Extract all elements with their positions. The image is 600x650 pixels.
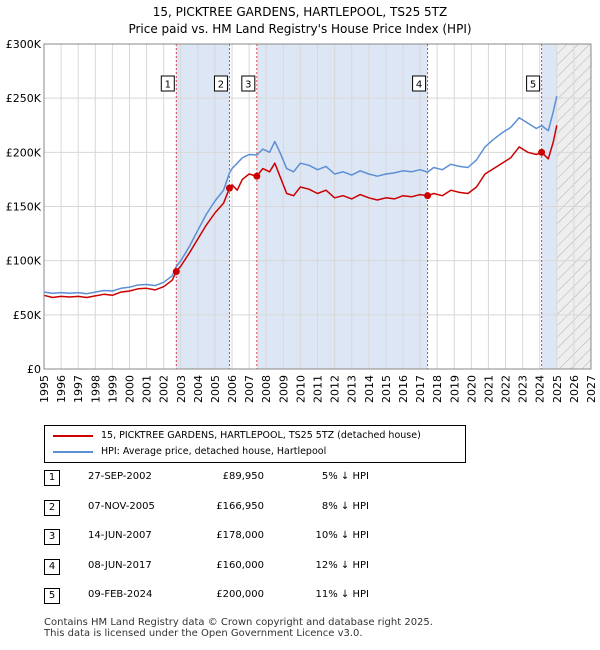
x-tick-label: 2014: [363, 375, 376, 403]
transaction-row: 1 27-SEP-2002 £89,950 5% ↓ HPI: [44, 470, 444, 486]
x-tick-label: 1995: [38, 375, 51, 403]
sale-label: 2: [218, 80, 224, 91]
transaction-hpi-diff: 10% ↓ HPI: [315, 530, 369, 541]
x-tick-label: 2001: [141, 375, 154, 403]
x-tick-label: 1996: [55, 375, 68, 403]
sale-label-box: [526, 75, 541, 92]
chart-title: 15, PICKTREE GARDENS, HARTLEPOOL, TS25 5…: [0, 4, 600, 38]
y-tick-label: £0: [27, 363, 41, 376]
price-paid-line: [43, 125, 558, 299]
sale-label: 3: [245, 80, 251, 91]
legend-hpi-swatch: [53, 451, 93, 453]
y-tick-label: £300K: [6, 38, 42, 51]
x-tick-label: 2010: [294, 375, 307, 403]
transaction-price: £166,950: [216, 500, 264, 512]
sale-label: 4: [416, 80, 422, 91]
x-tick-label: 2007: [243, 375, 256, 403]
transaction-date: 14-JUN-2007: [88, 530, 152, 541]
x-tick-label: 1999: [106, 375, 119, 403]
x-tick-label: 2018: [431, 375, 444, 403]
x-tick-label: 2023: [517, 375, 530, 403]
transaction-date: 09-FEB-2024: [88, 589, 153, 600]
legend-price-swatch: [53, 435, 93, 437]
transaction-number: 1: [44, 470, 60, 486]
x-tick-label: 2004: [192, 375, 205, 403]
x-tick-label: 2027: [585, 375, 598, 403]
x-tick-label: 2012: [329, 375, 342, 403]
title-line-2: Price paid vs. HM Land Registry's House …: [128, 22, 472, 36]
x-tick-label: 2016: [397, 375, 410, 403]
transaction-number: 3: [44, 529, 60, 545]
transaction-number: 2: [44, 499, 60, 516]
plot-border: [43, 43, 592, 370]
x-tick-label: 2024: [534, 375, 547, 403]
transaction-hpi-diff: 12% ↓ HPI: [315, 559, 369, 571]
sale-label-box: [412, 75, 427, 92]
transaction-price: £200,000: [216, 589, 264, 600]
x-tick-label: 1998: [89, 375, 102, 403]
x-tick-label: 2015: [380, 375, 393, 403]
transaction-row: 3 14-JUN-2007 £178,000 10% ↓ HPI: [44, 529, 444, 545]
transaction-price: £178,000: [216, 530, 264, 541]
transaction-date: 07-NOV-2005: [88, 500, 155, 512]
x-tick-label: 2026: [568, 375, 581, 403]
y-tick-label: £250K: [6, 92, 42, 105]
transaction-price: £160,000: [216, 559, 264, 571]
x-tick-label: 1997: [72, 375, 85, 403]
y-tick-label: £200K: [6, 146, 42, 159]
transaction-row: 4 08-JUN-2017 £160,000 12% ↓ HPI: [44, 558, 444, 575]
legend-price-label: 15, PICKTREE GARDENS, HARTLEPOOL, TS25 5…: [101, 430, 421, 441]
x-tick-label: 2020: [465, 375, 478, 403]
transaction-number: 5: [44, 588, 60, 604]
y-tick-label: £150K: [6, 201, 42, 214]
hpi-line: [43, 95, 558, 295]
transaction-date: 08-JUN-2017: [88, 559, 152, 571]
x-tick-label: 2017: [414, 375, 427, 403]
sale-marker: [253, 172, 261, 180]
footer: Contains HM Land Registry data © Crown c…: [44, 617, 433, 639]
x-tick-label: 2008: [260, 375, 273, 403]
y-tick-label: £100K: [6, 255, 42, 268]
sale-marker: [172, 268, 180, 276]
x-tick-label: 2000: [123, 375, 136, 403]
x-tick-label: 2022: [500, 375, 513, 403]
transaction-number: 4: [44, 558, 60, 575]
sale-label: 1: [165, 80, 171, 91]
footer-copyright: Contains HM Land Registry data © Crown c…: [44, 617, 433, 628]
y-tick-label: £50K: [13, 309, 42, 322]
legend: 15, PICKTREE GARDENS, HARTLEPOOL, TS25 5…: [44, 425, 466, 463]
transaction-date: 27-SEP-2002: [88, 471, 152, 482]
x-tick-label: 2009: [277, 375, 290, 403]
x-tick-label: 2013: [346, 375, 359, 403]
x-tick-label: 2003: [175, 375, 188, 403]
x-tick-label: 2011: [312, 375, 325, 403]
transaction-price: £89,950: [222, 471, 264, 482]
sale-marker: [538, 148, 546, 156]
legend-hpi-label: HPI: Average price, detached house, Hart…: [101, 446, 327, 457]
x-tick-label: 2002: [158, 375, 171, 403]
transaction-hpi-diff: 5% ↓ HPI: [321, 471, 369, 482]
sale-label-box: [241, 75, 256, 92]
footer-licence: This data is licensed under the Open Gov…: [44, 628, 363, 639]
transaction-hpi-diff: 8% ↓ HPI: [321, 500, 369, 512]
sale-marker: [225, 184, 233, 192]
x-tick-label: 2021: [482, 375, 495, 403]
sale-label: 5: [530, 80, 536, 91]
price-chart: 1 2 3 4 5 £0 £50K £100K £150K £200K £250K £300K 1995…: [6, 38, 598, 403]
sale-label-box: [213, 75, 228, 92]
transaction-row: 2 07-NOV-2005 £166,950 8% ↓ HPI: [44, 499, 444, 516]
title-line-1: 15, PICKTREE GARDENS, HARTLEPOOL, TS25 5…: [152, 5, 448, 19]
transaction-row: 5 09-FEB-2024 £200,000 11% ↓ HPI: [44, 588, 444, 604]
x-tick-label: 2019: [448, 375, 461, 403]
sale-marker: [424, 192, 432, 200]
sale-label-box: [160, 75, 175, 92]
x-tick-label: 2006: [226, 375, 239, 403]
x-tick-label: 2005: [209, 375, 222, 403]
transaction-hpi-diff: 11% ↓ HPI: [315, 589, 369, 600]
x-tick-label: 2025: [551, 375, 564, 403]
